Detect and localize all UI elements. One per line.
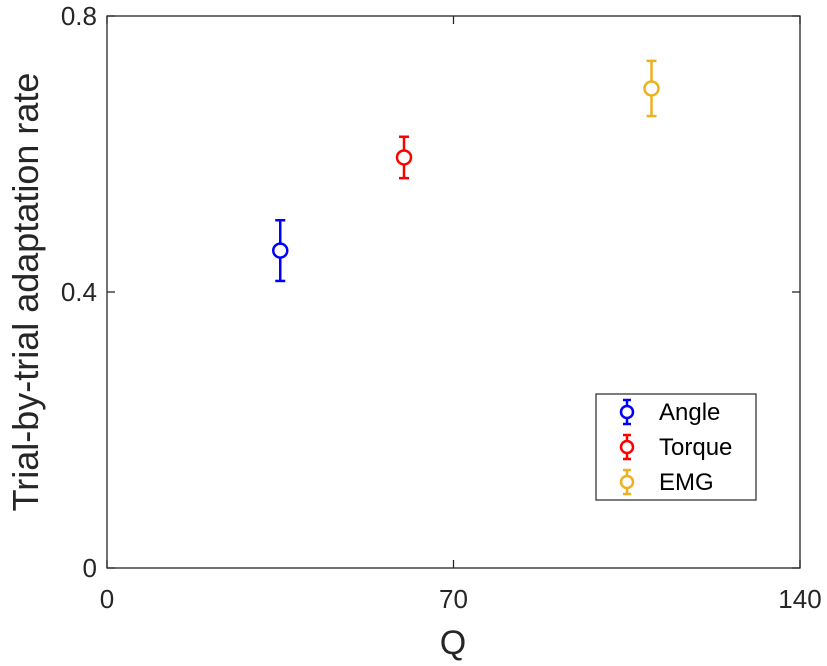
x-tick-label: 140 [778, 584, 821, 614]
x-axis-label: Q [440, 624, 466, 662]
data-point [272, 242, 289, 259]
legend-marker [619, 404, 635, 420]
legend-marker [619, 439, 635, 455]
series-layer [272, 59, 660, 283]
series-angle [272, 218, 289, 283]
x-axis: 0 70 140 [100, 16, 822, 614]
legend-entry-emg: EMG [619, 468, 714, 496]
x-tick-label: 70 [439, 584, 468, 614]
y-axis-label: Trial-by-trial adaptation rate [5, 73, 46, 512]
legend-label: Angle [659, 399, 720, 426]
legend-label: Torque [659, 434, 732, 461]
series-emg [643, 59, 660, 118]
series-torque [395, 135, 413, 180]
legend-entry-angle: Angle [619, 398, 720, 426]
data-point [395, 149, 413, 166]
y-tick-label: 0.4 [61, 277, 97, 307]
legend-marker [619, 474, 635, 490]
legend-label: EMG [659, 469, 714, 496]
y-axis: 0 0.4 0.8 [61, 1, 800, 583]
y-tick-label: 0.8 [61, 1, 97, 31]
x-tick-label: 0 [100, 584, 114, 614]
data-point [643, 80, 660, 97]
legend-box [595, 393, 757, 501]
legend-entry-torque: Torque [619, 433, 732, 461]
legend: Angle Torque EMG [595, 393, 757, 501]
y-tick-label: 0 [83, 553, 97, 583]
